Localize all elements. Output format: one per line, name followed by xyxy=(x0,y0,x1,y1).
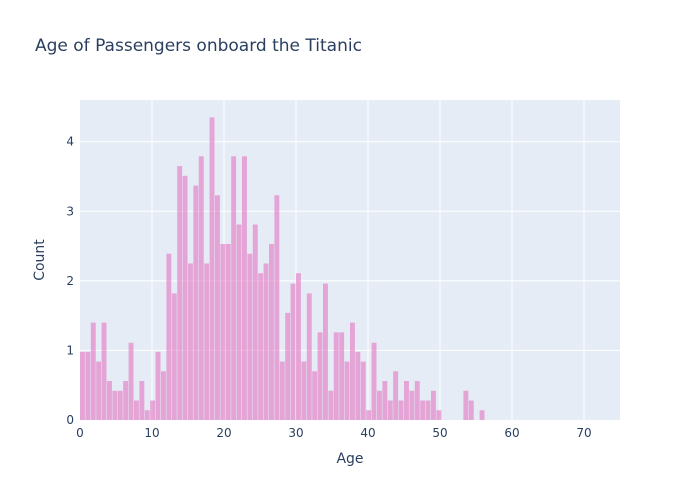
histogram-bar xyxy=(279,361,285,420)
x-axis-title: Age xyxy=(336,451,363,467)
x-tick-label: 20 xyxy=(216,426,231,440)
y-tick-label: 1 xyxy=(66,343,74,357)
histogram-bar xyxy=(166,253,172,420)
histogram-bar xyxy=(204,263,210,420)
histogram-bars xyxy=(80,117,485,421)
x-tick-label: 40 xyxy=(360,426,375,440)
y-tick-label: 3 xyxy=(66,204,74,218)
histogram-bar xyxy=(128,342,134,420)
histogram-bar xyxy=(215,195,220,420)
y-tick-labels: 0 1 2 3 4 xyxy=(66,135,74,427)
x-tick-label: 0 xyxy=(76,426,84,440)
histogram-bar xyxy=(360,361,366,420)
histogram-bar xyxy=(134,400,139,420)
histogram-bar xyxy=(323,283,328,420)
histogram-bar xyxy=(107,381,112,420)
histogram-bar xyxy=(161,371,166,420)
histogram-bar xyxy=(198,156,204,420)
histogram-bar xyxy=(96,361,102,420)
histogram-bar xyxy=(112,390,118,420)
histogram-bar xyxy=(236,224,242,420)
histogram-bar xyxy=(177,166,183,420)
histogram-bar xyxy=(398,400,404,420)
histogram-bar xyxy=(344,361,350,420)
histogram-bar xyxy=(139,381,145,420)
histogram-bar xyxy=(414,381,420,420)
histogram-bar xyxy=(225,244,231,420)
histogram-bar xyxy=(285,312,291,420)
histogram-bar xyxy=(420,400,426,420)
histogram-bar xyxy=(90,322,96,420)
histogram-bar xyxy=(463,390,469,420)
histogram-bar xyxy=(144,410,150,420)
histogram-bar xyxy=(355,351,361,420)
histogram-bar xyxy=(85,351,91,420)
histogram-bar xyxy=(80,351,85,420)
histogram-bar xyxy=(258,273,264,420)
x-tick-label: 70 xyxy=(576,426,591,440)
histogram-bar xyxy=(220,244,226,420)
y-tick-label: 4 xyxy=(66,135,74,149)
histogram-bar xyxy=(328,390,334,420)
x-tick-labels: 0 10 20 30 40 50 60 70 xyxy=(76,426,591,440)
histogram-bar xyxy=(301,361,307,420)
histogram-bar xyxy=(317,332,323,420)
histogram-bar xyxy=(290,283,296,420)
histogram-bar xyxy=(182,175,188,420)
x-tick-label: 50 xyxy=(432,426,447,440)
histogram-bar xyxy=(431,390,436,420)
histogram-bar xyxy=(393,371,399,420)
histogram-bar xyxy=(306,293,312,420)
histogram-bar xyxy=(339,332,345,420)
histogram-bar xyxy=(371,342,377,420)
histogram-bar xyxy=(252,224,258,420)
histogram-bar xyxy=(117,390,123,420)
histogram-bar xyxy=(479,410,485,420)
y-tick-label: 2 xyxy=(66,274,74,288)
histogram-bar xyxy=(209,117,215,421)
histogram-bar xyxy=(350,322,355,420)
histogram-bar xyxy=(296,273,301,420)
histogram-bar xyxy=(333,332,339,420)
histogram-bar xyxy=(425,400,431,420)
histogram-bar xyxy=(366,410,372,420)
histogram-bar xyxy=(409,390,415,420)
histogram-bar xyxy=(193,185,199,420)
histogram-bar xyxy=(382,381,388,420)
histogram-bar xyxy=(377,390,382,420)
histogram-bar xyxy=(247,253,253,420)
histogram-bar xyxy=(150,400,156,420)
histogram-bar xyxy=(263,263,269,420)
x-tick-label: 10 xyxy=(144,426,159,440)
x-tick-label: 60 xyxy=(504,426,519,440)
histogram-bar xyxy=(242,156,247,420)
histogram-bar xyxy=(404,381,409,420)
histogram-bar xyxy=(312,371,318,420)
histogram-bar xyxy=(101,322,107,420)
histogram-bar xyxy=(436,410,442,420)
histogram-bar xyxy=(123,381,129,420)
chart-title: Age of Passengers onboard the Titanic xyxy=(35,36,362,56)
histogram-bar xyxy=(387,400,393,420)
x-tick-label: 30 xyxy=(288,426,303,440)
histogram-bar xyxy=(155,351,161,420)
y-axis-title: Count xyxy=(32,239,48,281)
y-tick-label: 0 xyxy=(66,413,74,427)
histogram-bar xyxy=(274,195,280,420)
histogram-bar xyxy=(468,400,474,420)
histogram-bar xyxy=(188,263,193,420)
histogram-bar xyxy=(269,244,274,420)
histogram-bar xyxy=(171,293,177,420)
histogram-bar xyxy=(231,156,237,420)
